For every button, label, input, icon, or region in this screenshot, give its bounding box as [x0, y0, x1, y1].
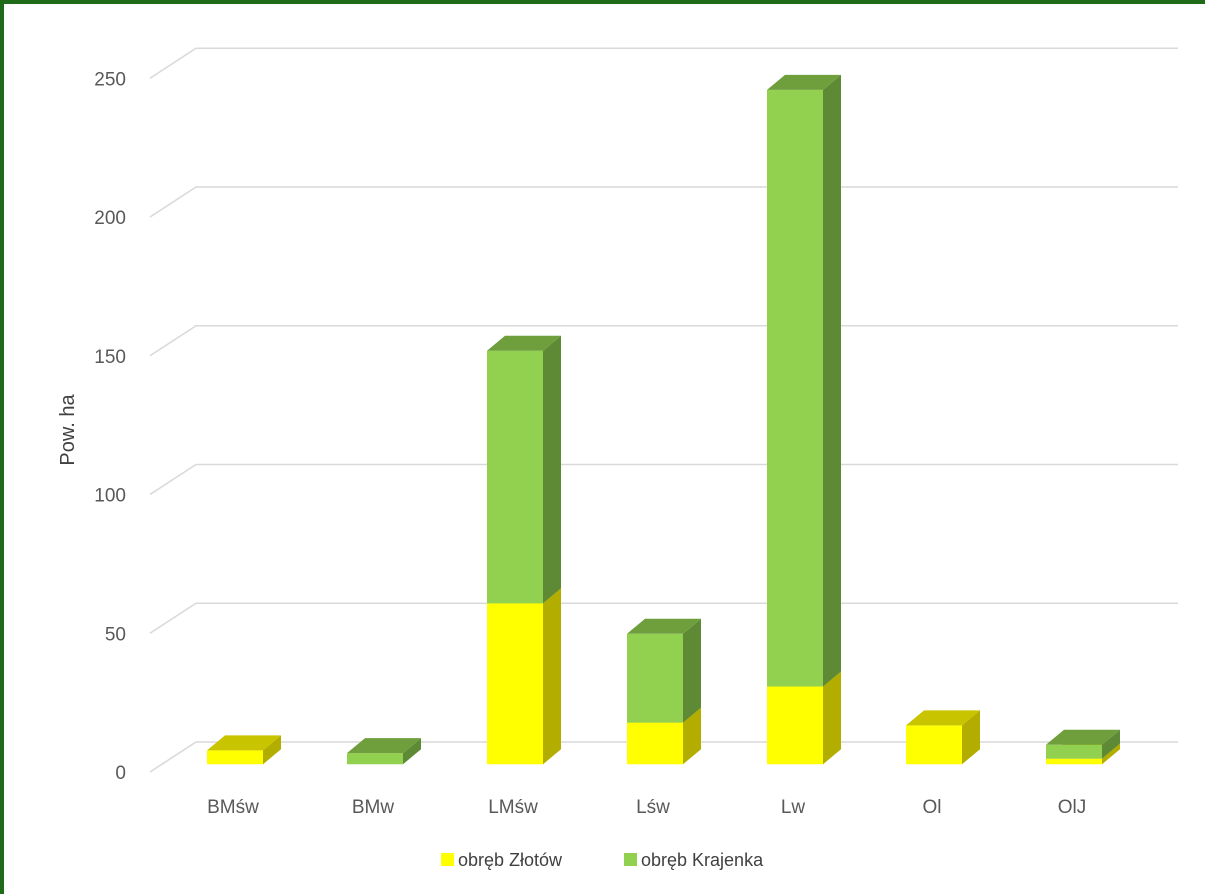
bar-side: [543, 588, 561, 765]
bar-front: [487, 350, 543, 604]
bar-top: [906, 710, 980, 726]
bar-segment: [906, 710, 980, 765]
legend-item: obręb Krajenka: [624, 850, 764, 870]
bar-top: [627, 618, 701, 634]
gridline: [149, 741, 1178, 773]
bar-side: [403, 738, 421, 765]
bar-side: [683, 707, 701, 765]
bar-segment: [627, 618, 701, 723]
y-tick-label: 100: [94, 486, 126, 507]
bar-side: [962, 710, 980, 765]
bar-segment: [767, 74, 841, 687]
bars: [207, 74, 1120, 765]
gridline: [149, 186, 1178, 218]
legend: obręb Złotów obręb Krajenka: [441, 850, 764, 870]
x-tick-label: Lw: [781, 797, 806, 818]
x-tick-label: LMśw: [488, 797, 538, 818]
bar-front: [627, 722, 683, 765]
gridline: [149, 602, 1178, 634]
bar-top: [207, 735, 281, 751]
gridlines: [149, 47, 1178, 773]
bar-front: [1046, 744, 1102, 759]
bar-front: [767, 89, 823, 687]
bar-side: [543, 335, 561, 604]
bar-front: [207, 750, 263, 765]
gridline: [149, 324, 1178, 357]
bar-side: [823, 671, 841, 765]
y-tick-label: 200: [94, 208, 126, 229]
gridline: [149, 47, 1178, 79]
bar-top: [347, 738, 421, 754]
bar-front: [627, 633, 683, 723]
bar-segment: [1046, 729, 1120, 759]
bar-front: [767, 686, 823, 765]
bar-front: [1046, 758, 1102, 765]
x-tick-label: Lśw: [636, 797, 670, 818]
bar-side: [1102, 729, 1120, 759]
y-axis-label: Pow. ha: [57, 394, 79, 466]
bar-front: [347, 753, 403, 765]
legend-swatch: [624, 853, 637, 866]
x-axis-ticks: BMśw BMw LMśw Lśw Lw Ol OlJ: [207, 797, 1086, 818]
legend-label: obręb Krajenka: [641, 850, 764, 870]
x-tick-label: BMśw: [207, 797, 259, 818]
bar-front: [906, 725, 962, 765]
y-tick-label: 150: [94, 347, 126, 368]
bar-top: [487, 335, 561, 351]
y-tick-label: 50: [105, 624, 126, 645]
bar-side: [1102, 743, 1120, 765]
x-tick-label: OlJ: [1058, 797, 1087, 818]
y-tick-label: 250: [94, 69, 126, 90]
y-tick-label: 0: [115, 763, 126, 784]
x-tick-label: Ol: [923, 797, 942, 818]
gridline: [149, 463, 1178, 496]
bar-segment: [207, 735, 281, 765]
y-axis-ticks: 0 50 100 150 200 250: [94, 69, 126, 784]
bar-side: [683, 618, 701, 723]
legend-label: obręb Złotów: [458, 850, 563, 870]
bar-side: [263, 735, 281, 765]
bar-segment: [487, 588, 561, 765]
bar-segment: [487, 335, 561, 604]
x-tick-label: BMw: [352, 797, 395, 818]
bar-segment: [347, 738, 421, 765]
bar-top: [1046, 729, 1120, 745]
bar-front: [487, 603, 543, 765]
legend-swatch: [441, 853, 454, 866]
legend-item: obręb Złotów: [441, 850, 563, 870]
bar-side: [823, 74, 841, 687]
bar-top: [767, 74, 841, 90]
